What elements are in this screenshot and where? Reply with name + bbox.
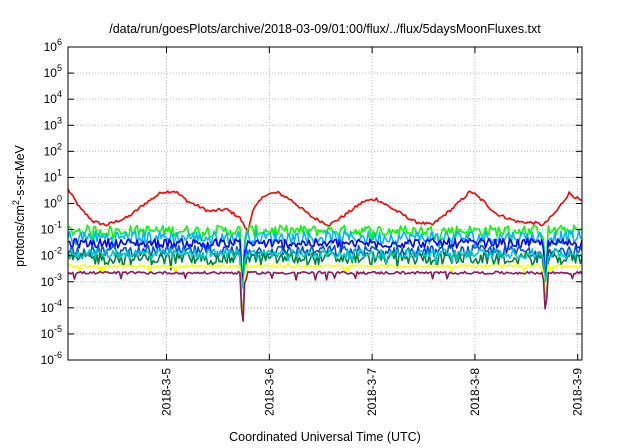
- y-tick-label: 102: [44, 141, 62, 158]
- series-line-9: [67, 270, 583, 322]
- series-line-8: [67, 263, 583, 321]
- y-axis-label-pre: protons/cm: [13, 205, 27, 267]
- y-axis-label-post: -s-sr-MeV: [13, 144, 27, 200]
- y-tick-label: 103: [44, 115, 62, 132]
- y-tick-label: 10-3: [41, 272, 62, 289]
- series-line-1: [67, 188, 583, 234]
- x-tick-label: 2018-3-7: [365, 368, 379, 416]
- y-tick-label: 10-5: [41, 324, 62, 341]
- y-tick-label: 106: [44, 37, 62, 54]
- x-tick-label: 2018-3-8: [468, 368, 482, 416]
- series-line-6: [67, 250, 583, 319]
- y-tick-label: 105: [44, 63, 62, 80]
- y-axis-ticks: 106 105 104 103 102 101 100 10-1 10-2 10-3 10-4 10-…: [41, 37, 582, 367]
- x-axis-ticks: 2018-3-5 2018-3-6 2018-3-7 2018-3-8 2018-3-9: [160, 47, 585, 416]
- y-tick-label: 10-2: [41, 246, 62, 263]
- series-line-7: [67, 248, 583, 290]
- y-axis-label: protons/cm2-s-sr-MeV: [11, 144, 27, 266]
- series-line-4: [67, 237, 583, 284]
- series-layer: [67, 188, 583, 322]
- series-line-2: [67, 224, 583, 277]
- y-tick-label: 104: [44, 89, 62, 106]
- y-axis-label-sup: 2: [11, 200, 21, 205]
- chart-title: /data/run/goesPlots/archive/2018-03-09/0…: [109, 22, 541, 36]
- y-tick-label: 10-1: [41, 220, 62, 237]
- y-tick-label: 10-4: [41, 298, 62, 315]
- x-tick-label: 2018-3-6: [262, 368, 276, 416]
- y-tick-label: 10-6: [41, 350, 62, 367]
- y-tick-label: 100: [44, 194, 62, 211]
- y-tick-label: 101: [44, 167, 62, 184]
- x-axis-label: Coordinated Universal Time (UTC): [229, 430, 421, 444]
- x-tick-label: 2018-3-5: [160, 368, 174, 416]
- x-tick-label: 2018-3-9: [571, 368, 585, 416]
